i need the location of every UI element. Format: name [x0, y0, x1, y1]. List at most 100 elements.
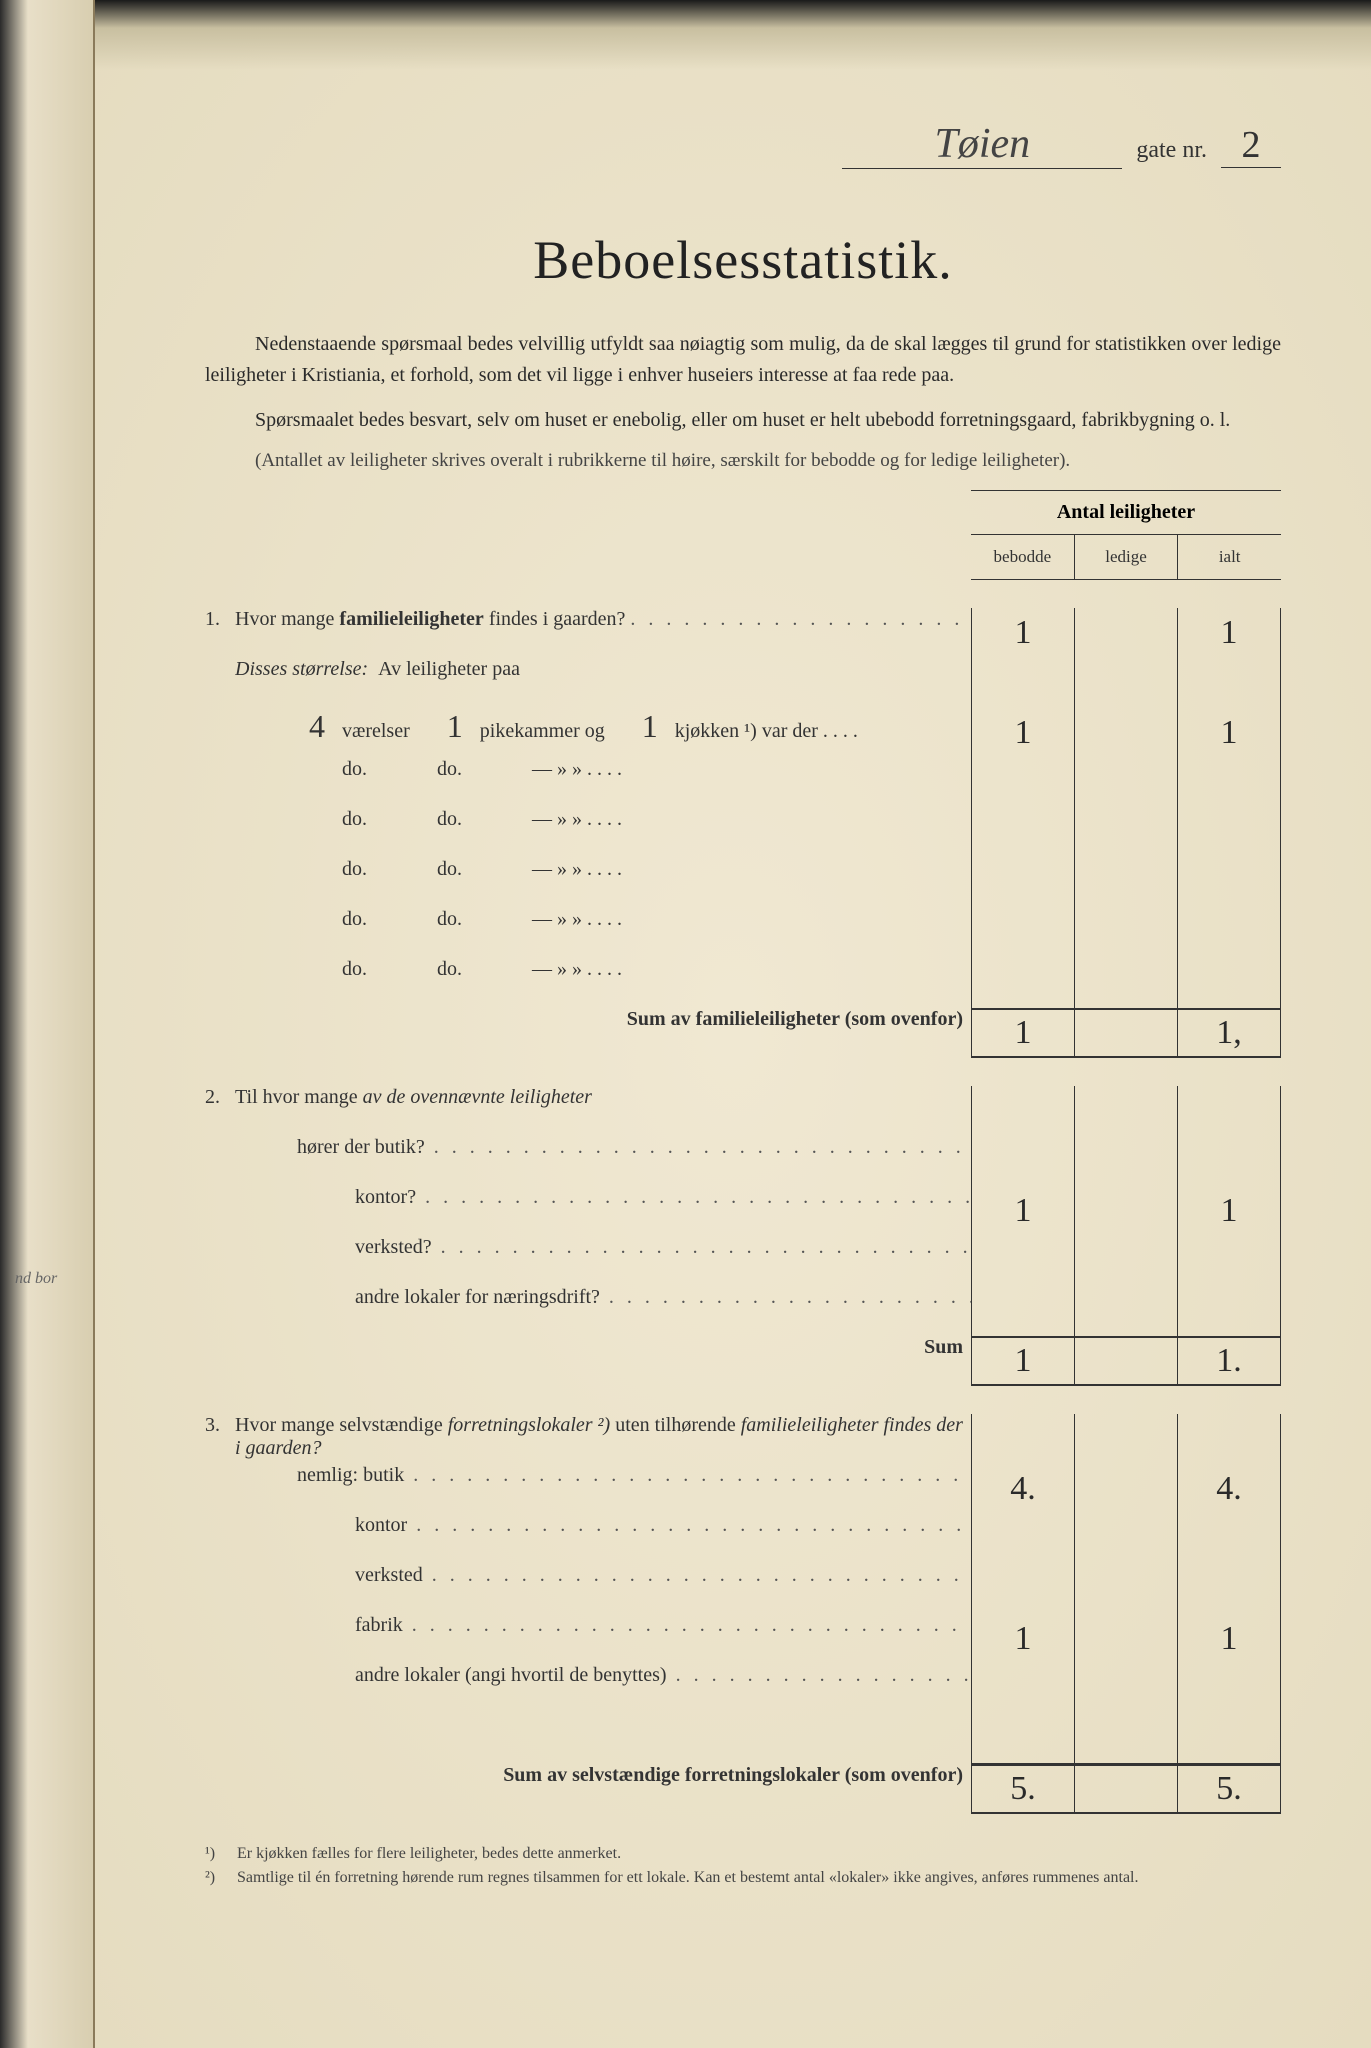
col-ialt: ialt — [1177, 535, 1281, 579]
q1-sum-led — [1074, 1008, 1177, 1058]
q3-subrow: verksted — [205, 1564, 1281, 1614]
room-row-text: do. do. — » » . . . . — [235, 908, 971, 931]
book-spine — [0, 0, 95, 2048]
q2-ialt: 1 — [1177, 1186, 1281, 1236]
document-page: nd bor Tøien gate nr. 2 Beboelsesstatist… — [95, 0, 1371, 2048]
intro-paragraph-1: Nedenstaaende spørsmaal bedes velvillig … — [205, 329, 1281, 391]
q2-sum-beb: 1 — [971, 1336, 1074, 1386]
page-title: Beboelsesstatistik. — [205, 229, 1281, 291]
q1-text: Hvor mange familieleiligheter findes i g… — [235, 608, 971, 631]
room-beb — [971, 908, 1074, 958]
col-bebodde: bebodde — [971, 535, 1074, 579]
room-led — [1074, 708, 1177, 758]
footnote-2: ²) Samtlige til én forretning hørende ru… — [205, 1866, 1281, 1890]
room-led — [1074, 758, 1177, 808]
column-header: Antal leiligheter bebodde ledige ialt — [971, 490, 1281, 580]
q3-beb: 1 — [971, 1614, 1074, 1664]
room-size-row: do. do. — » » . . . . — [205, 758, 1281, 808]
q2-subrow: verksted? — [205, 1236, 1281, 1286]
q3-led — [1074, 1514, 1177, 1564]
q3-sum-beb: 5. — [971, 1764, 1074, 1814]
q3-subrow: andre lokaler (angi hvortil de benyttes) — [205, 1664, 1281, 1714]
room-beb: 1 — [971, 708, 1074, 758]
q2-beb — [971, 1286, 1074, 1336]
q1-ialt: 1 — [1177, 608, 1281, 658]
room-ialt — [1177, 958, 1281, 1008]
q3-ialt: 4. — [1177, 1464, 1281, 1514]
page-top-shadow — [95, 0, 1371, 70]
room-beb — [971, 958, 1074, 1008]
q2-sum-label: Sum — [235, 1336, 971, 1359]
gate-label: gate nr. — [1136, 137, 1207, 164]
room-ialt: 1 — [1177, 708, 1281, 758]
q1-disses: Disses størrelse: Av leiligheter paa — [205, 658, 1281, 708]
address-header: Tøien gate nr. 2 — [205, 120, 1281, 169]
q3-led — [1074, 1464, 1177, 1514]
q3-ialt — [1177, 1514, 1281, 1564]
q2-led — [1074, 1136, 1177, 1186]
room-beb — [971, 808, 1074, 858]
room-row-text: do. do. — » » . . . . — [235, 808, 971, 831]
q3-lead: Hvor mange selvstændige forretningslokal… — [235, 1414, 971, 1460]
q3-led — [1074, 1664, 1177, 1714]
q3-sum-label: Sum av selvstændige forretningslokaler (… — [235, 1764, 971, 1787]
room-size-row: do. do. — » » . . . . — [205, 958, 1281, 1008]
room-beb — [971, 758, 1074, 808]
q3-lead-row: 3. Hvor mange selvstændige forretningslo… — [205, 1414, 1281, 1464]
q1-sum-label: Sum av familieleiligheter (som ovenfor) — [235, 1008, 971, 1031]
q3-led — [1074, 1614, 1177, 1664]
q3-subrow: nemlig: butik 4. 4. — [205, 1464, 1281, 1514]
footnote-1: ¹) Er kjøkken fælles for flere leilighet… — [205, 1842, 1281, 1866]
room-ialt — [1177, 808, 1281, 858]
q3-sum-led — [1074, 1764, 1177, 1814]
q2-beb — [971, 1136, 1074, 1186]
q2-led — [1074, 1236, 1177, 1286]
room-led — [1074, 958, 1177, 1008]
col-ledige: ledige — [1074, 535, 1178, 579]
room-size-row: do. do. — » » . . . . — [205, 908, 1281, 958]
q1-disses-text: Disses størrelse: Av leiligheter paa — [235, 658, 971, 681]
col-header-title: Antal leiligheter — [971, 491, 1281, 535]
room-beb — [971, 858, 1074, 908]
room-ialt — [1177, 908, 1281, 958]
q2-lead: Til hvor mange av de ovennævnte leilighe… — [235, 1086, 971, 1109]
q3-sum-row: Sum av selvstændige forretningslokaler (… — [205, 1764, 1281, 1814]
q2-subrow: kontor? 1 1 — [205, 1186, 1281, 1236]
q2-led — [1074, 1186, 1177, 1236]
q1-sum-ialt: 1, — [1177, 1008, 1281, 1058]
q3-ialt: 1 — [1177, 1614, 1281, 1664]
q2-beb: 1 — [971, 1186, 1074, 1236]
room-ialt — [1177, 858, 1281, 908]
q1-row: 1. Hvor mange familieleiligheter findes … — [205, 608, 1281, 658]
q2-lead-row: 2. Til hvor mange av de ovennævnte leili… — [205, 1086, 1281, 1136]
q1-number: 1. — [205, 608, 235, 631]
q1-sum-row: Sum av familieleiligheter (som ovenfor) … — [205, 1008, 1281, 1058]
table-body: 1. Hvor mange familieleiligheter findes … — [205, 490, 1281, 1814]
room-led — [1074, 908, 1177, 958]
q3-number: 3. — [205, 1414, 235, 1437]
room-size-row: 4 værelser 1 pikekammer og 1 kjøkken ¹) … — [205, 708, 1281, 758]
intro-parenthetical: (Antallet av leiligheter skrives overalt… — [255, 450, 1281, 472]
street-name: Tøien — [842, 120, 1122, 169]
q1-sum-beb: 1 — [971, 1008, 1074, 1058]
q3-sum-ialt: 5. — [1177, 1764, 1281, 1814]
q2-subrow: andre lokaler for næringsdrift? — [205, 1286, 1281, 1336]
q2-ialt — [1177, 1136, 1281, 1186]
q3-beb — [971, 1564, 1074, 1614]
q2-ialt — [1177, 1286, 1281, 1336]
q2-sum-row: Sum 1 1. — [205, 1336, 1281, 1386]
room-ialt — [1177, 758, 1281, 808]
q2-ialt — [1177, 1236, 1281, 1286]
room-row-text: do. do. — » » . . . . — [235, 758, 971, 781]
q2-led — [1074, 1286, 1177, 1336]
room-size-row: do. do. — » » . . . . — [205, 858, 1281, 908]
q3-beb: 4. — [971, 1464, 1074, 1514]
margin-note: nd bor — [15, 1270, 57, 1288]
gate-number: 2 — [1221, 123, 1281, 168]
room-row-text: do. do. — » » . . . . — [235, 958, 971, 981]
q2-sum-ialt: 1. — [1177, 1336, 1281, 1386]
q2-subrow: hører der butik? — [205, 1136, 1281, 1186]
room-row-text: 4 værelser 1 pikekammer og 1 kjøkken ¹) … — [235, 708, 971, 745]
q2-number: 2. — [205, 1086, 235, 1109]
q3-led — [1074, 1564, 1177, 1614]
